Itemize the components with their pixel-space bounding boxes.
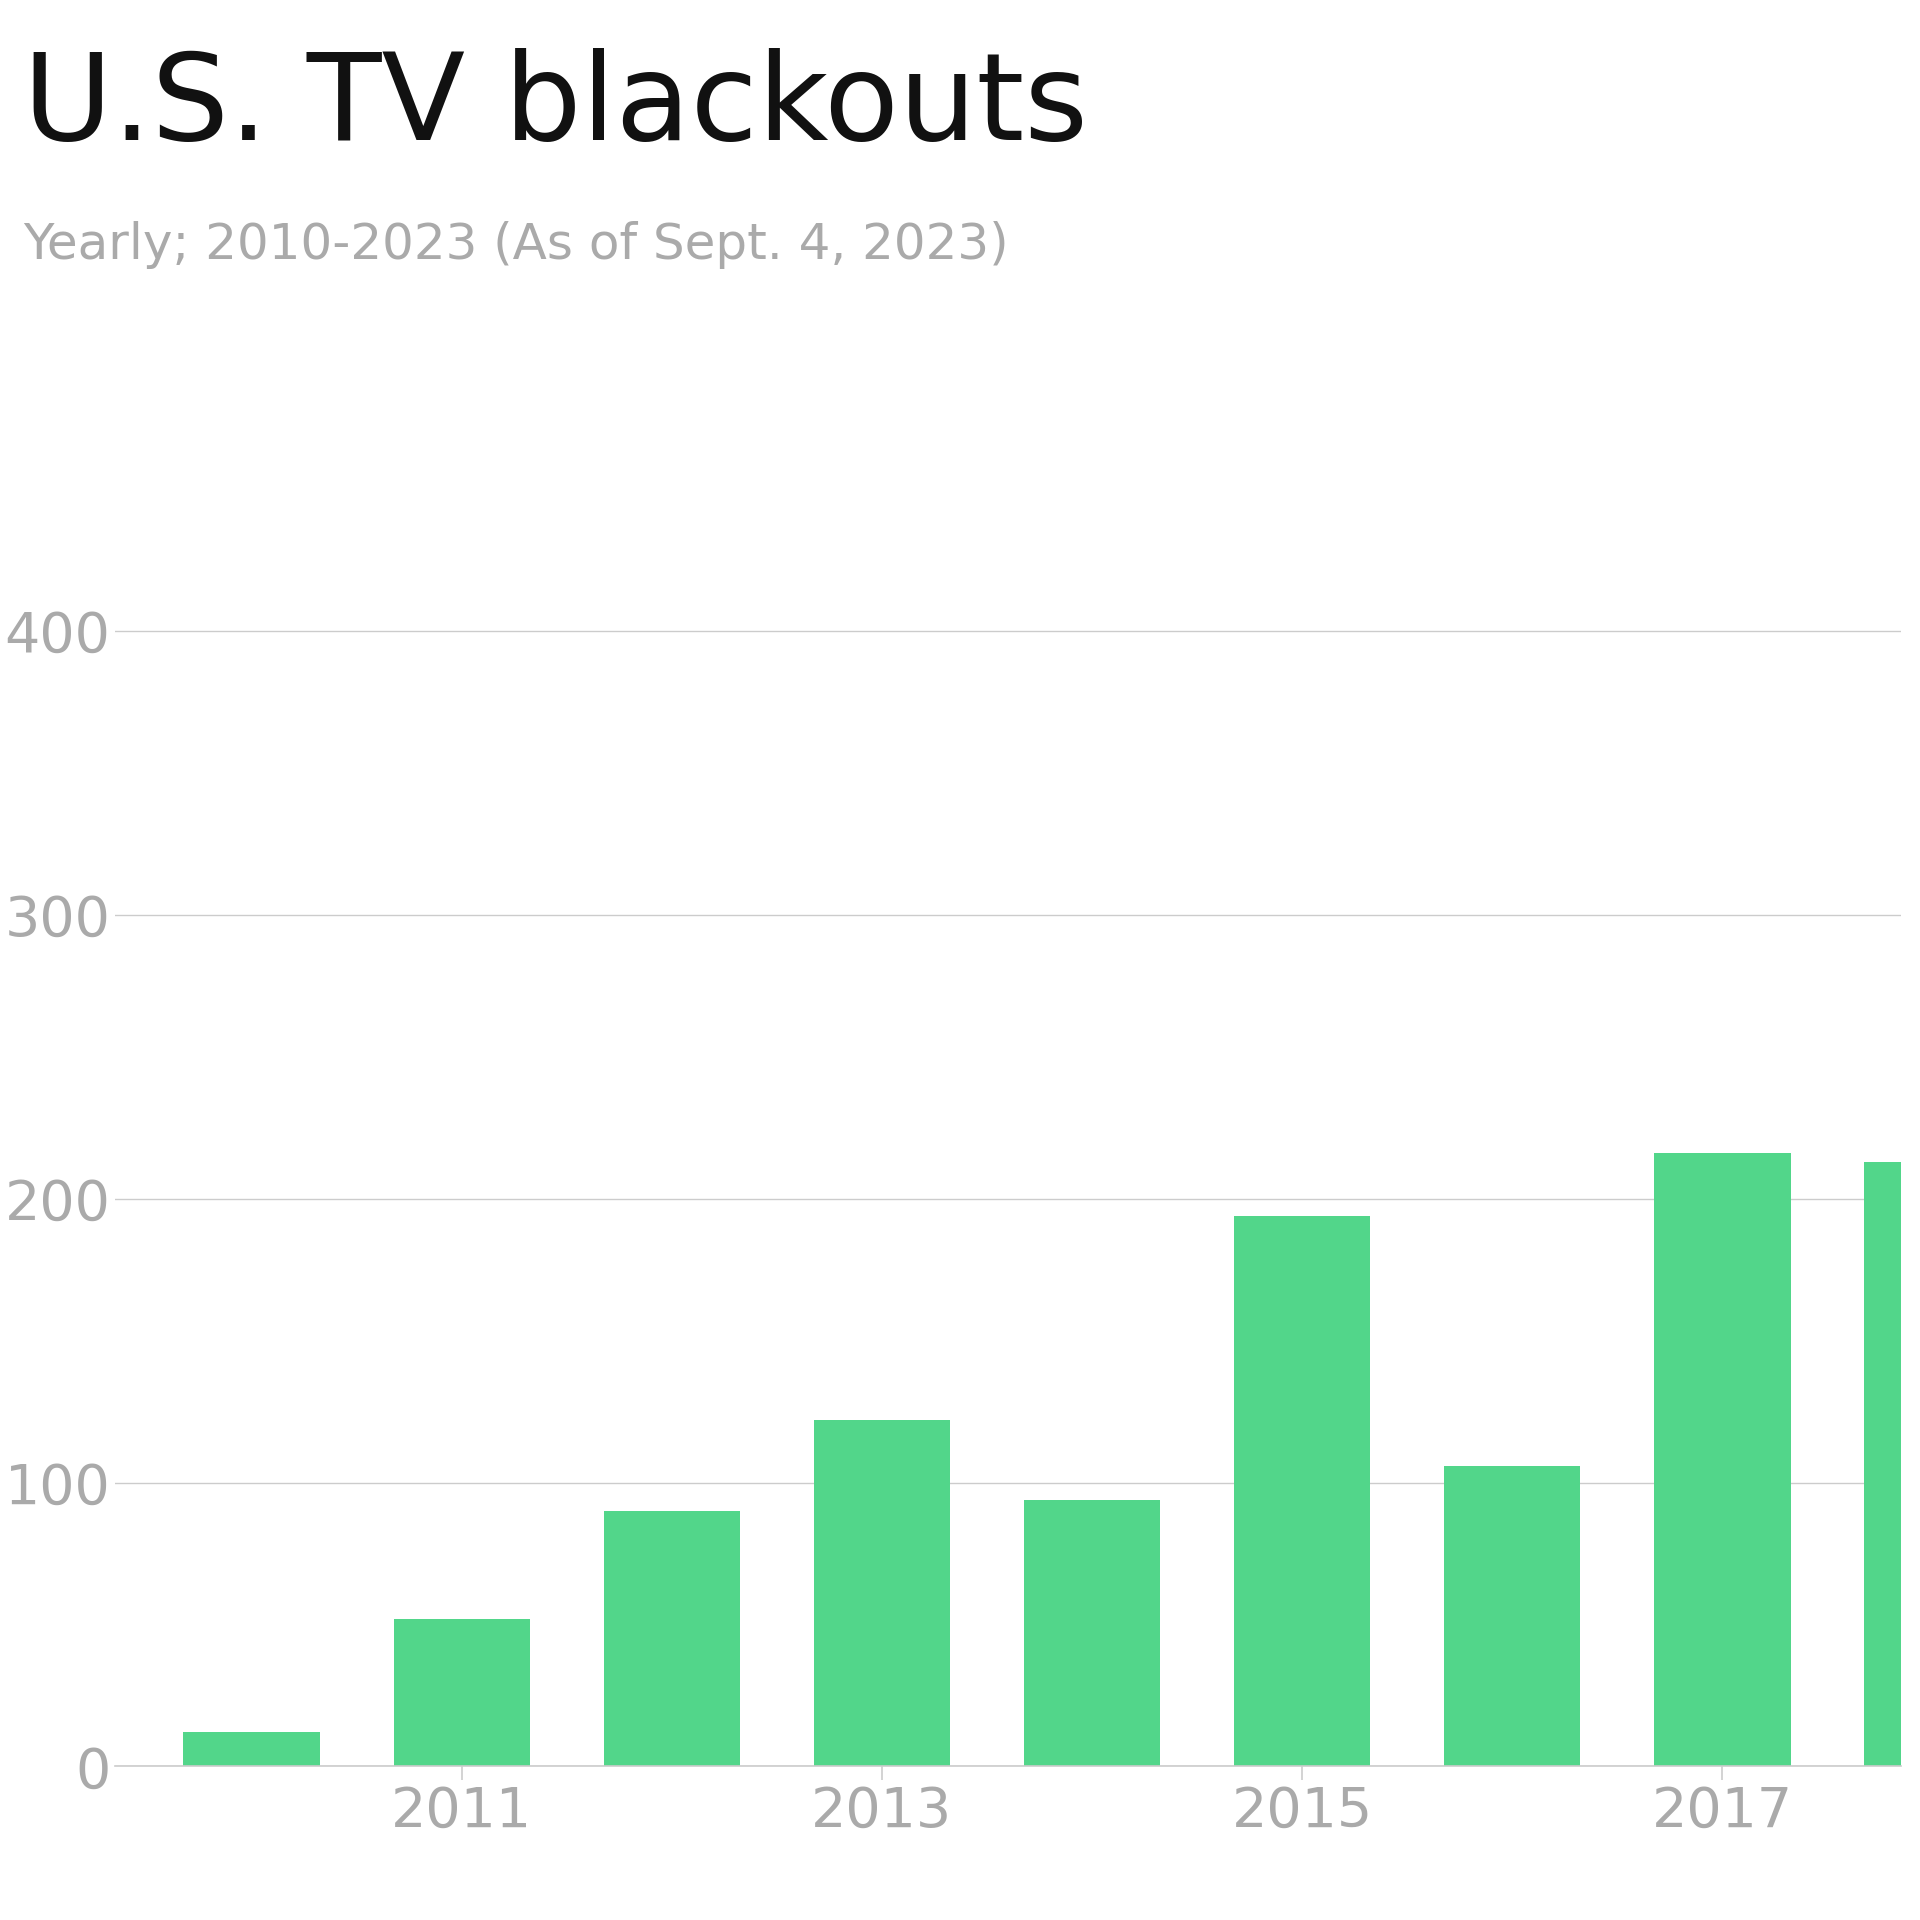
Bar bbox=[603, 1511, 741, 1766]
Bar bbox=[1864, 1162, 1920, 1766]
Bar bbox=[1023, 1500, 1160, 1766]
Text: Yearly; 2010-2023 (As of Sept. 4, 2023): Yearly; 2010-2023 (As of Sept. 4, 2023) bbox=[23, 221, 1008, 269]
Bar bbox=[1653, 1154, 1791, 1766]
Bar bbox=[814, 1421, 950, 1766]
Text: U.S. TV blackouts: U.S. TV blackouts bbox=[23, 48, 1089, 165]
Bar bbox=[1444, 1465, 1580, 1766]
Bar bbox=[394, 1619, 530, 1766]
Bar bbox=[1235, 1215, 1371, 1766]
Bar bbox=[184, 1732, 321, 1766]
